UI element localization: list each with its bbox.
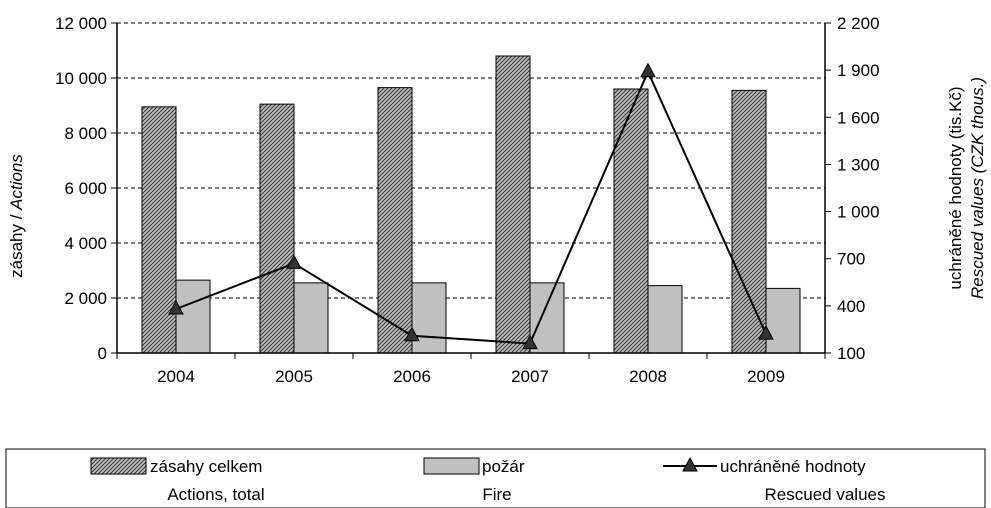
bar-fire-2007 [529,282,565,354]
left-tick-label-6: 12 000 [55,14,107,33]
legend-swatch-actions-total [90,457,147,475]
axes: 0 2 000 4 000 6 000 8 000 10 000 12 000 100 400 7… [55,14,880,386]
bar-actions-total-2009 [731,89,767,354]
left-tick-label-5: 10 000 [55,69,107,88]
x-tick-label-2009: 2009 [747,367,785,386]
rescued-values-point-2006 [404,326,420,342]
bar-actions-total-2006 [377,87,413,354]
right-tick-label-7: 2 200 [837,14,880,33]
right-axis-title-cz: uchráněné hodnoty (tis.Kč) [946,86,965,289]
legend-label-rescued-values: uchráněné hodnoty [720,457,866,476]
rescued-values-line [175,69,767,345]
x-tick-label-2008: 2008 [629,367,667,386]
left-tick-label-0: 0 [98,344,107,363]
x-tick-label-2007: 2007 [511,367,549,386]
right-axis-title-en: Rescued values (CZK thous.) [968,77,987,299]
bar-actions-total-2008 [613,88,649,354]
left-tick-label-1: 2 000 [64,289,107,308]
left-tick-label-2: 4 000 [64,234,107,253]
right-tick-label-6: 1 900 [837,61,880,80]
legend-swatch-fire [423,457,480,475]
rescued-values-line-series [168,62,774,350]
rescued-values-point-2007 [522,334,538,350]
legend-label-actions-total: zásahy celkem [150,457,262,476]
bar-fire-2005 [293,282,329,354]
bar-actions-total-2004 [141,106,177,354]
rescued-values-point-2004 [168,299,184,315]
bar-actions-total-2007 [495,55,531,354]
legend-label-rescued-values-en: Rescued values [765,485,886,504]
right-tick-label-1: 400 [837,297,865,316]
rescued-values-point-2005 [286,254,302,269]
right-tick-label-3: 1 000 [837,203,880,222]
bar-fire-2008 [647,285,683,354]
bar-fire-2009 [765,287,801,354]
legend-box [5,448,986,508]
rescued-values-point-2008 [640,62,656,78]
legend-label-fire: požár [482,457,525,476]
right-tick-label-2: 700 [837,250,865,269]
rescued-values-point-2009 [758,325,774,340]
legend-label-actions-total-en: Actions, total [167,485,264,504]
legend-label-fire-en: Fire [482,485,511,504]
right-tick-label-4: 1 300 [837,155,880,174]
left-axis-title: zásahy / Actions [7,154,26,278]
bars [141,55,801,354]
x-tick-label-2005: 2005 [275,367,313,386]
x-tick-label-2006: 2006 [393,367,431,386]
grid-lines [117,22,825,299]
bar-actions-total-2005 [259,103,295,354]
left-axis-title-en: Actions [7,154,26,211]
left-tick-label-3: 6 000 [64,179,107,198]
bar-fire-2006 [411,282,447,354]
x-tick-label-2004: 2004 [157,367,195,386]
right-tick-label-5: 1 600 [837,108,880,127]
bar-fire-2004 [175,279,211,354]
left-tick-label-4: 8 000 [64,124,107,143]
left-axis-title-cz: zásahy / [7,210,26,278]
legend-swatch-rescued-marker [682,456,698,472]
legend: zásahy celkem Actions, total požár Fire … [5,448,986,508]
right-tick-label-0: 100 [837,344,865,363]
